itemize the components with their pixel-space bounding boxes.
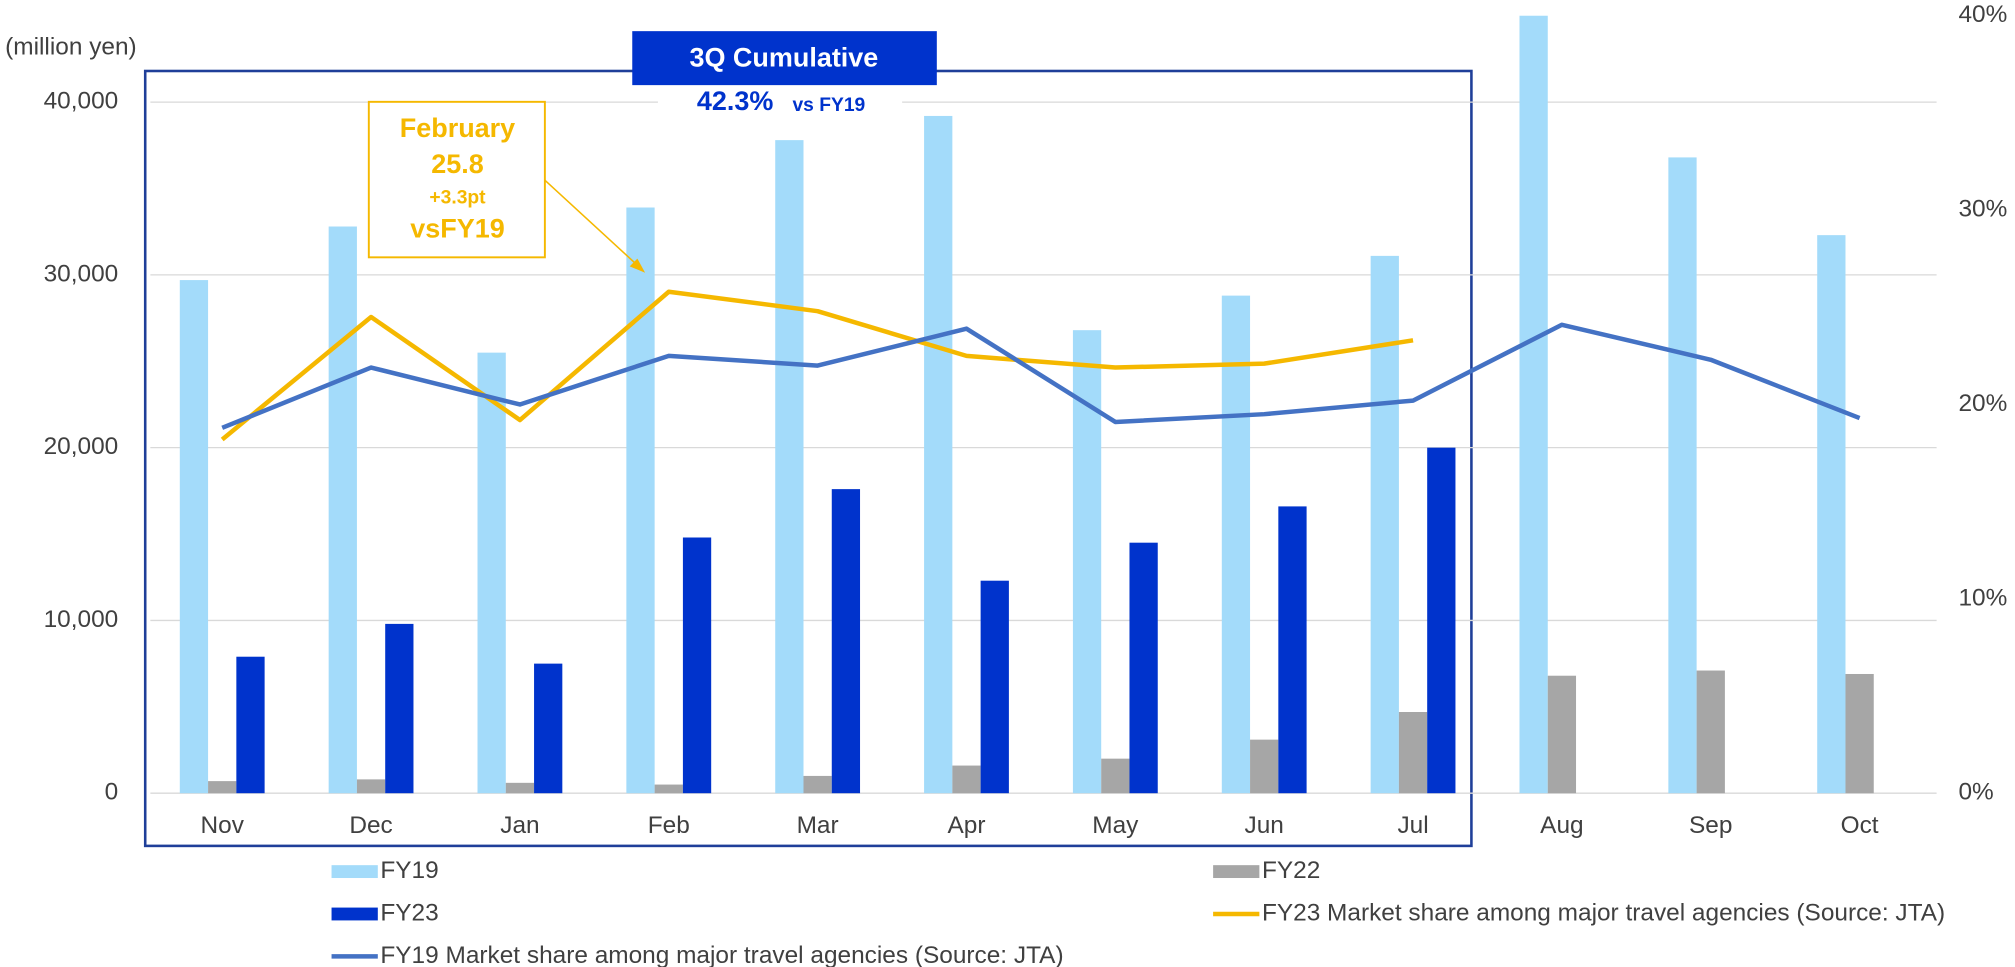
bar (1696, 670, 1725, 794)
bar (1845, 673, 1874, 794)
bar (236, 656, 265, 794)
cumulative-box (632, 31, 937, 86)
x-tick-label: Aug (1540, 812, 1583, 839)
bar (328, 226, 357, 794)
bar (1398, 712, 1428, 794)
y-axis-label: (million yen) (5, 33, 137, 60)
y2-tick-label: 40% (1958, 1, 2007, 28)
bar (477, 352, 506, 794)
callout-line: +3.3pt (429, 187, 486, 208)
y2-tick-label: 20% (1958, 390, 2007, 417)
cumulative-note: vs FY19 (792, 95, 865, 116)
callout-line: vsFY19 (410, 213, 504, 243)
bar (803, 775, 832, 794)
bar (356, 779, 386, 794)
bar (1427, 447, 1456, 794)
bar (682, 537, 712, 794)
legend-label: FY22 (1262, 857, 1320, 884)
bar (952, 765, 981, 794)
bar (179, 280, 209, 794)
bar (1547, 675, 1577, 794)
y-tick-label: 20,000 (44, 433, 119, 460)
x-tick-label: May (1092, 812, 1139, 839)
y2-tick-label: 10% (1958, 584, 2007, 611)
legend-swatch (331, 865, 378, 879)
callout-arrowhead (629, 258, 646, 273)
bar (924, 115, 953, 794)
bar (654, 784, 683, 794)
y-tick-label: 0 (105, 779, 119, 806)
x-tick-label: Oct (1841, 812, 1879, 839)
bar (1072, 330, 1102, 794)
callout-line: 25.8 (431, 149, 484, 179)
bar (208, 781, 237, 794)
bar (626, 207, 655, 794)
callout-line: February (400, 113, 515, 143)
bar (980, 580, 1009, 794)
legend-label: FY19 Market share among major travel age… (380, 942, 1063, 967)
bar (1278, 506, 1307, 794)
bar (1817, 235, 1846, 794)
bar (1519, 15, 1548, 794)
y-tick-label: 10,000 (44, 606, 119, 633)
bar (534, 663, 563, 794)
x-tick-label: Jan (500, 812, 539, 839)
bar (831, 489, 861, 794)
legend-label: FY23 (380, 899, 438, 926)
y-tick-label: 30,000 (44, 260, 119, 287)
y2-tick-label: 30% (1958, 196, 2007, 223)
cumulative-bg (657, 87, 903, 122)
x-tick-label: Nov (201, 812, 245, 839)
bar (385, 623, 414, 794)
bar (1221, 295, 1251, 794)
y-tick-label: 40,000 (44, 88, 119, 115)
line (221, 322, 1861, 430)
legend-label: FY19 (380, 857, 438, 884)
cumulative-value: 42.3% (697, 86, 773, 116)
bar (1101, 758, 1130, 794)
bar (505, 782, 535, 794)
x-tick-label: Apr (947, 812, 985, 839)
bar (1129, 542, 1158, 794)
x-tick-label: Feb (648, 812, 690, 839)
legend-swatch (331, 907, 378, 921)
legend-label: FY23 Market share among major travel age… (1262, 899, 1945, 926)
bar (1250, 739, 1279, 794)
bar (1370, 255, 1399, 794)
callout-box (367, 100, 546, 259)
bar (775, 140, 804, 794)
callout-arrow (544, 179, 641, 269)
legend-swatch (1213, 865, 1260, 879)
x-tick-label: Dec (349, 812, 392, 839)
x-tick-label: Jul (1397, 812, 1428, 839)
line (220, 289, 1414, 442)
cumulative-title: 3Q Cumulative (689, 43, 878, 73)
bar (1668, 157, 1697, 794)
x-tick-label: Mar (797, 812, 839, 839)
x-tick-label: Sep (1689, 812, 1732, 839)
y2-tick-label: 0% (1958, 779, 1993, 806)
x-tick-label: Jun (1245, 812, 1284, 839)
